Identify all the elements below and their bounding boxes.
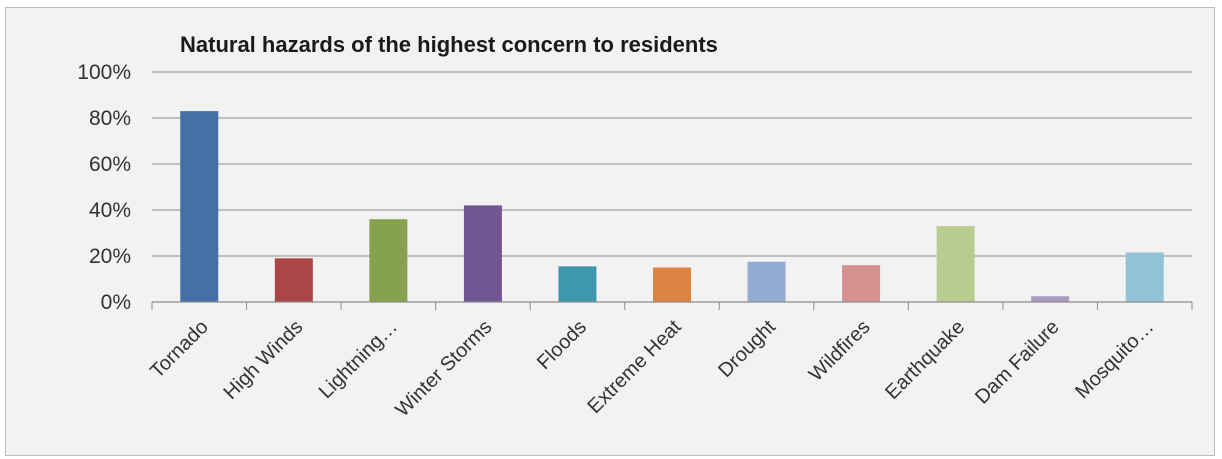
x-tick-label: Lightning…: [315, 316, 402, 403]
x-tick-label: Tornado: [146, 316, 213, 383]
x-tick-label: Extreme Heat: [584, 316, 686, 418]
x-axis: [151, 301, 1193, 310]
bar-2: [369, 219, 408, 302]
bar-5: [653, 267, 691, 302]
x-tick-label: Earthquake: [881, 316, 969, 404]
x-tick-label: Floods: [533, 316, 591, 374]
bar-4: [558, 266, 597, 302]
y-tick-label: 0%: [101, 291, 131, 314]
x-axis-tick-labels: Tornado High Winds Lightning…Winter Storms…: [146, 316, 1158, 421]
x-tick-label: Wildfires: [805, 316, 875, 386]
chart-title: Natural hazards of the highest concern t…: [180, 32, 718, 57]
x-tick-label: Winter Storms: [391, 316, 496, 421]
gridlines: [152, 71, 1192, 257]
x-tick-label: Dam Failure: [971, 316, 1064, 409]
bar-9: [1031, 296, 1070, 302]
y-tick-label: 40%: [89, 199, 131, 222]
y-axis-ticks: 0% 20% 40% 60% 80% 100%: [77, 61, 131, 314]
x-tick-label: Mosquito…: [1071, 316, 1158, 403]
bar-1: [274, 258, 313, 302]
bar-8: [936, 226, 975, 302]
bar-6: [747, 261, 786, 302]
x-tick-label: High Winds: [219, 316, 307, 404]
y-tick-label: 100%: [77, 61, 131, 84]
y-tick-label: 20%: [89, 245, 131, 268]
y-tick-label: 80%: [89, 107, 131, 130]
x-tick-label: Drought: [714, 316, 780, 382]
y-tick-label: 60%: [89, 153, 131, 176]
bar-7: [842, 265, 881, 302]
bars: [180, 111, 1164, 302]
bar-0: [180, 111, 219, 302]
bar-3: [463, 205, 502, 302]
bar-10: [1125, 252, 1164, 302]
